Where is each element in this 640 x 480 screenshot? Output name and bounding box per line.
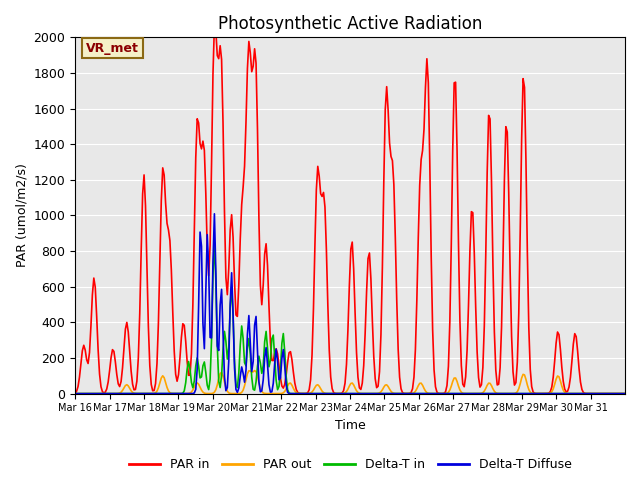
Delta-T Diffuse <box>621 391 629 396</box>
Delta-T Diffuse <box>71 391 79 396</box>
Delta-T in <box>211 240 218 245</box>
PAR in <box>211 22 218 28</box>
Line: Delta-T Diffuse: Delta-T Diffuse <box>75 214 625 394</box>
Delta-T Diffuse <box>465 391 472 396</box>
Legend: PAR in, PAR out, Delta-T in, Delta-T Diffuse: PAR in, PAR out, Delta-T in, Delta-T Dif… <box>124 453 577 476</box>
PAR in <box>465 302 472 308</box>
PAR in <box>71 390 79 396</box>
PAR out <box>618 391 626 396</box>
PAR in <box>621 391 629 396</box>
PAR out <box>547 390 554 396</box>
PAR out <box>71 391 79 396</box>
PAR out <box>465 391 472 396</box>
Delta-T Diffuse <box>356 391 364 396</box>
PAR out <box>621 391 629 396</box>
PAR in <box>356 385 364 391</box>
Delta-T Diffuse <box>108 391 115 396</box>
Delta-T in <box>621 391 629 396</box>
Delta-T in <box>108 391 115 396</box>
PAR in <box>108 355 115 360</box>
Delta-T in <box>71 391 79 396</box>
Delta-T Diffuse <box>211 211 218 216</box>
Line: PAR out: PAR out <box>75 371 625 394</box>
PAR in <box>618 391 626 396</box>
Delta-T in <box>465 391 472 396</box>
PAR out <box>90 391 98 396</box>
Delta-T Diffuse <box>547 391 554 396</box>
PAR in <box>90 275 98 281</box>
Delta-T in <box>90 391 98 396</box>
Delta-T in <box>547 391 554 396</box>
X-axis label: Time: Time <box>335 419 365 432</box>
PAR out <box>356 390 364 396</box>
PAR in <box>547 389 554 395</box>
PAR out <box>108 391 115 396</box>
Title: Photosynthetic Active Radiation: Photosynthetic Active Radiation <box>218 15 483 33</box>
Delta-T Diffuse <box>90 391 98 396</box>
Line: PAR in: PAR in <box>75 25 625 394</box>
Text: VR_met: VR_met <box>86 42 139 55</box>
PAR out <box>251 368 259 373</box>
Delta-T in <box>618 391 626 396</box>
Delta-T Diffuse <box>618 391 626 396</box>
Line: Delta-T in: Delta-T in <box>75 242 625 394</box>
Y-axis label: PAR (umol/m2/s): PAR (umol/m2/s) <box>15 164 28 267</box>
Delta-T in <box>356 391 364 396</box>
